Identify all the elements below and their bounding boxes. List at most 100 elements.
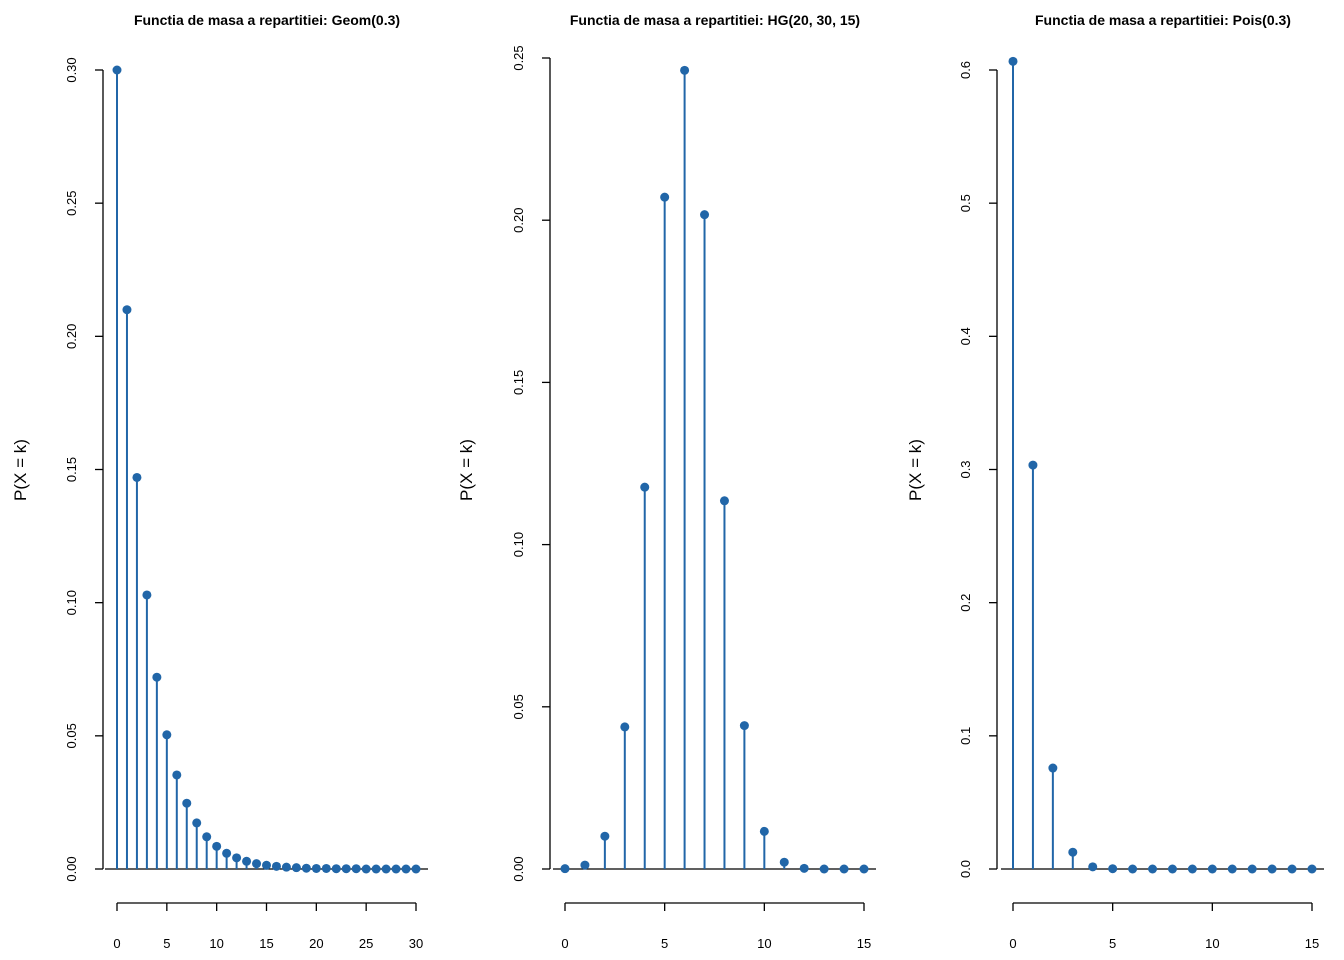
stem-point <box>1307 864 1317 874</box>
stem-point <box>580 860 590 870</box>
stem-point <box>341 864 351 874</box>
stem-point <box>1187 864 1197 874</box>
stem-point <box>739 721 749 731</box>
stem-point <box>759 826 769 836</box>
stem-point <box>1048 763 1058 773</box>
stem-point <box>271 861 281 871</box>
stem-point <box>680 65 690 75</box>
y-tick-label: 0.5 <box>958 194 973 212</box>
y-tick-label: 0.20 <box>64 324 79 349</box>
stem-point <box>1287 864 1297 874</box>
y-tick-label: 0.10 <box>511 532 526 557</box>
x-tick-label: 0 <box>1009 936 1016 951</box>
stem-point <box>242 856 252 866</box>
y-tick-label: 0.05 <box>64 723 79 748</box>
stem-point <box>291 863 301 873</box>
y-axis-label: P(X = k) <box>11 439 30 501</box>
x-tick-label: 10 <box>209 936 223 951</box>
stem-point <box>331 864 341 874</box>
plot-area: 0.0 0.1 0.2 0.3 0.4 0.5 0.6 0 5 10 15 <box>958 56 1324 951</box>
y-tick-label: 0.00 <box>64 856 79 881</box>
stem-point <box>401 864 411 874</box>
stem-point <box>1267 864 1277 874</box>
y-tick-label: 0.4 <box>958 327 973 345</box>
x-tick-label: 30 <box>409 936 423 951</box>
stem-point <box>152 672 162 682</box>
stem-point <box>1148 864 1158 874</box>
y-tick-label: 0.15 <box>511 370 526 395</box>
stem-point <box>361 864 371 874</box>
stem-point <box>142 590 152 600</box>
x-tick-label: 0 <box>561 936 568 951</box>
stem-point <box>202 832 212 842</box>
stem-point <box>311 863 321 873</box>
stem-point <box>660 192 670 202</box>
x-tick-label: 25 <box>359 936 373 951</box>
y-tick-label: 0.6 <box>958 61 973 79</box>
stem-point <box>371 864 381 874</box>
stem-point <box>779 857 789 867</box>
stem-point <box>122 305 132 315</box>
stem-point <box>192 818 202 828</box>
y-tick-label: 0.2 <box>958 594 973 612</box>
chart-panel-hypergeometric: Functia de masa a repartitiei: HG(20, 30… <box>457 12 876 951</box>
stem-point <box>281 862 291 872</box>
stem-point <box>560 864 570 874</box>
x-tick-label: 20 <box>309 936 323 951</box>
y-tick-label: 0.20 <box>511 208 526 233</box>
x-tick-label: 5 <box>661 936 668 951</box>
x-tick-label: 15 <box>1305 936 1319 951</box>
y-axis-label: P(X = k) <box>906 439 925 501</box>
x-tick-label: 10 <box>1205 936 1219 951</box>
stem-point <box>1088 862 1098 872</box>
stem-point <box>162 730 172 740</box>
chart-title: Functia de masa a repartitiei: HG(20, 30… <box>570 12 860 28</box>
stem-point <box>321 863 331 873</box>
stem-point <box>212 841 222 851</box>
y-axis-label: P(X = k) <box>457 439 476 501</box>
plot-area: 0.00 0.05 0.10 0.15 0.20 0.25 0 5 10 15 <box>511 45 876 951</box>
chart-title: Functia de masa a repartitiei: Geom(0.3) <box>134 12 400 28</box>
stem-point <box>839 864 849 874</box>
stem-point <box>600 831 610 841</box>
stem-point <box>301 863 311 873</box>
stem-point <box>1008 56 1018 66</box>
stem-point <box>391 864 401 874</box>
stem-point <box>1128 864 1138 874</box>
stem-point <box>381 864 391 874</box>
y-tick-label: 0.1 <box>958 727 973 745</box>
stem-point <box>819 864 829 874</box>
y-tick-label: 0.3 <box>958 460 973 478</box>
stem-point <box>799 863 809 873</box>
stem-point <box>1207 864 1217 874</box>
x-tick-label: 15 <box>259 936 273 951</box>
stem-point <box>182 798 192 808</box>
y-tick-label: 0.10 <box>64 590 79 615</box>
chart-panel-geom: Functia de masa a repartitiei: Geom(0.3)… <box>11 12 428 951</box>
chart-title: Functia de masa a repartitiei: Pois(0.3) <box>1035 12 1291 28</box>
stem-point <box>1068 847 1078 857</box>
stem-point <box>1028 460 1038 470</box>
y-tick-label: 0.30 <box>64 57 79 82</box>
stem-point <box>112 65 122 75</box>
stem-point <box>1167 864 1177 874</box>
stem-point <box>620 722 630 732</box>
stem-point <box>252 859 262 869</box>
stem-point <box>222 848 232 858</box>
y-tick-label: 0.15 <box>64 457 79 482</box>
stem-point <box>232 853 242 863</box>
x-tick-label: 5 <box>163 936 170 951</box>
y-tick-label: 0.0 <box>958 860 973 878</box>
stem-point <box>172 770 182 780</box>
stem-point <box>1227 864 1237 874</box>
plot-area: 0.00 0.05 0.10 0.15 0.20 0.25 0.30 0 5 10 15 20 25 30 <box>64 57 428 951</box>
x-tick-label: 10 <box>757 936 771 951</box>
x-tick-label: 0 <box>113 936 120 951</box>
chart-panel-poisson: Functia de masa a repartitiei: Pois(0.3)… <box>906 12 1324 951</box>
stem-point <box>351 864 361 874</box>
y-tick-label: 0.25 <box>511 45 526 70</box>
stem-point <box>859 864 869 874</box>
y-tick-label: 0.00 <box>511 856 526 881</box>
stem-point <box>411 864 421 874</box>
stem-point <box>700 210 710 220</box>
